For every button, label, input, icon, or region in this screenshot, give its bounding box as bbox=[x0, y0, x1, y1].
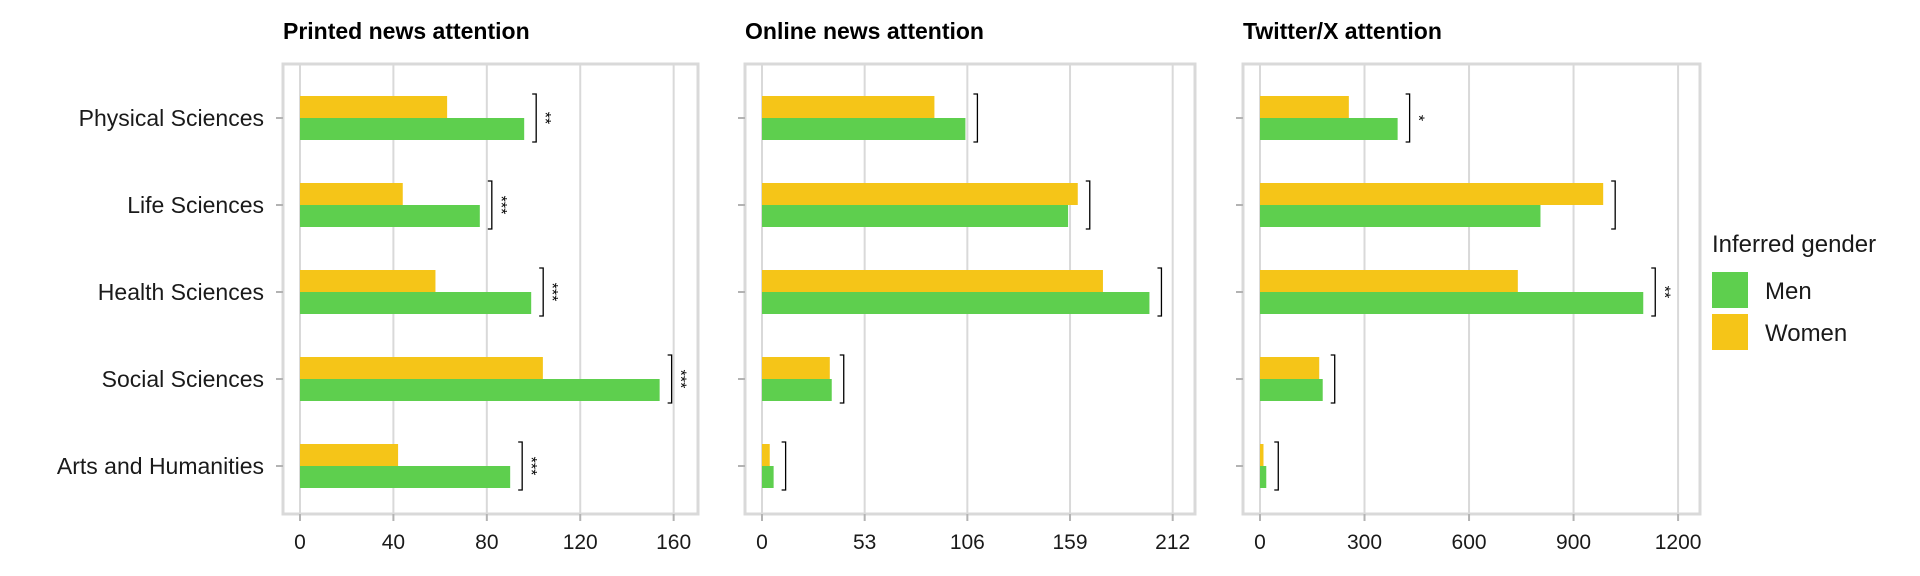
bar-men bbox=[1260, 205, 1541, 227]
significance-bracket bbox=[839, 354, 845, 404]
category-label: Social Sciences bbox=[102, 366, 264, 392]
bar-men bbox=[1260, 466, 1267, 488]
significance-bracket bbox=[539, 267, 544, 317]
legend-title: Inferred gender bbox=[1712, 231, 1876, 258]
bar-men bbox=[762, 379, 832, 401]
bar-women bbox=[762, 183, 1078, 205]
bar-men bbox=[762, 292, 1150, 314]
legend-label-men: Men bbox=[1765, 278, 1812, 305]
bar-women bbox=[762, 96, 935, 118]
x-tick-label: 0 bbox=[756, 531, 768, 554]
category-label: Physical Sciences bbox=[79, 105, 264, 131]
x-tick-label: 300 bbox=[1347, 531, 1382, 554]
bar-women bbox=[1260, 270, 1518, 292]
x-tick-label: 0 bbox=[1254, 531, 1266, 554]
significance-label: ** bbox=[1655, 286, 1672, 298]
significance-bracket bbox=[1330, 354, 1336, 404]
bar-women bbox=[1260, 357, 1320, 379]
significance-label: *** bbox=[492, 196, 509, 215]
bar-men bbox=[300, 118, 525, 140]
panel-title: Printed news attention bbox=[283, 18, 530, 44]
bar-women bbox=[1260, 183, 1604, 205]
bar-women bbox=[1260, 96, 1349, 118]
legend-swatch-men bbox=[1712, 272, 1748, 308]
significance-label: *** bbox=[543, 283, 560, 302]
x-tick-label: 212 bbox=[1155, 531, 1190, 554]
panel-title: Online news attention bbox=[745, 18, 984, 44]
bar-men bbox=[762, 466, 774, 488]
bar-women bbox=[300, 444, 399, 466]
bar-women bbox=[300, 357, 543, 379]
significance-bracket bbox=[667, 354, 673, 404]
bar-men bbox=[300, 292, 532, 314]
significance-bracket bbox=[1405, 93, 1411, 143]
bar-women bbox=[762, 357, 830, 379]
bar-men bbox=[300, 379, 660, 401]
x-tick-label: 0 bbox=[294, 531, 306, 554]
significance-bracket bbox=[532, 93, 537, 143]
significance-bracket bbox=[1274, 441, 1279, 491]
x-tick-label: 600 bbox=[1452, 531, 1487, 554]
category-label: Life Sciences bbox=[127, 192, 264, 218]
chart-panel-1: Printed news attention 0 40 80 120 160 Physica… bbox=[57, 18, 700, 554]
x-tick-label: 80 bbox=[475, 531, 498, 554]
bar-men bbox=[762, 118, 966, 140]
significance-label: ** bbox=[536, 112, 553, 124]
legend-label-women: Women bbox=[1765, 320, 1847, 347]
x-tick-label: 106 bbox=[950, 531, 985, 554]
x-tick-label: 120 bbox=[563, 531, 598, 554]
x-tick-label: 160 bbox=[656, 531, 691, 554]
panel-title: Twitter/X attention bbox=[1243, 18, 1442, 44]
chart-legend: Inferred gender Men Women bbox=[1712, 231, 1876, 350]
x-tick-label: 1200 bbox=[1655, 531, 1702, 554]
chart-panels: Printed news attention 0 40 80 120 160 Physica… bbox=[57, 18, 1702, 554]
bar-men bbox=[1260, 118, 1398, 140]
bar-women bbox=[300, 96, 448, 118]
significance-bracket bbox=[973, 93, 979, 143]
bar-men bbox=[300, 205, 480, 227]
x-tick-label: 159 bbox=[1052, 531, 1087, 554]
significance-label: *** bbox=[672, 370, 689, 389]
bar-men bbox=[300, 466, 511, 488]
bar-men bbox=[1260, 292, 1644, 314]
bar-women bbox=[300, 270, 436, 292]
significance-bracket bbox=[487, 180, 493, 230]
bar-women bbox=[300, 183, 403, 205]
category-label: Health Sciences bbox=[98, 279, 264, 305]
significance-bracket bbox=[781, 441, 787, 491]
significance-bracket bbox=[1651, 267, 1656, 317]
x-tick-label: 53 bbox=[853, 531, 876, 554]
bar-women bbox=[762, 270, 1103, 292]
significance-bracket bbox=[1085, 180, 1091, 230]
category-label: Arts and Humanities bbox=[57, 453, 264, 479]
panel-frame bbox=[281, 62, 700, 516]
x-tick-label: 900 bbox=[1556, 531, 1591, 554]
bar-women bbox=[762, 444, 770, 466]
bar-men bbox=[762, 205, 1069, 227]
panel-frame bbox=[1241, 62, 1702, 516]
significance-bracket bbox=[518, 441, 523, 491]
x-tick-label: 40 bbox=[382, 531, 405, 554]
significance-bracket bbox=[1157, 267, 1163, 317]
significance-label: *** bbox=[522, 457, 539, 476]
legend-swatch-women bbox=[1712, 314, 1748, 350]
panel-frame bbox=[743, 62, 1197, 516]
significance-label: * bbox=[1410, 115, 1427, 121]
bar-men bbox=[1260, 379, 1323, 401]
bar-women bbox=[1260, 444, 1264, 466]
significance-bracket bbox=[1611, 180, 1616, 230]
chart-panel-2: Online news attention 0 53 106 159 212 bbox=[738, 18, 1197, 554]
